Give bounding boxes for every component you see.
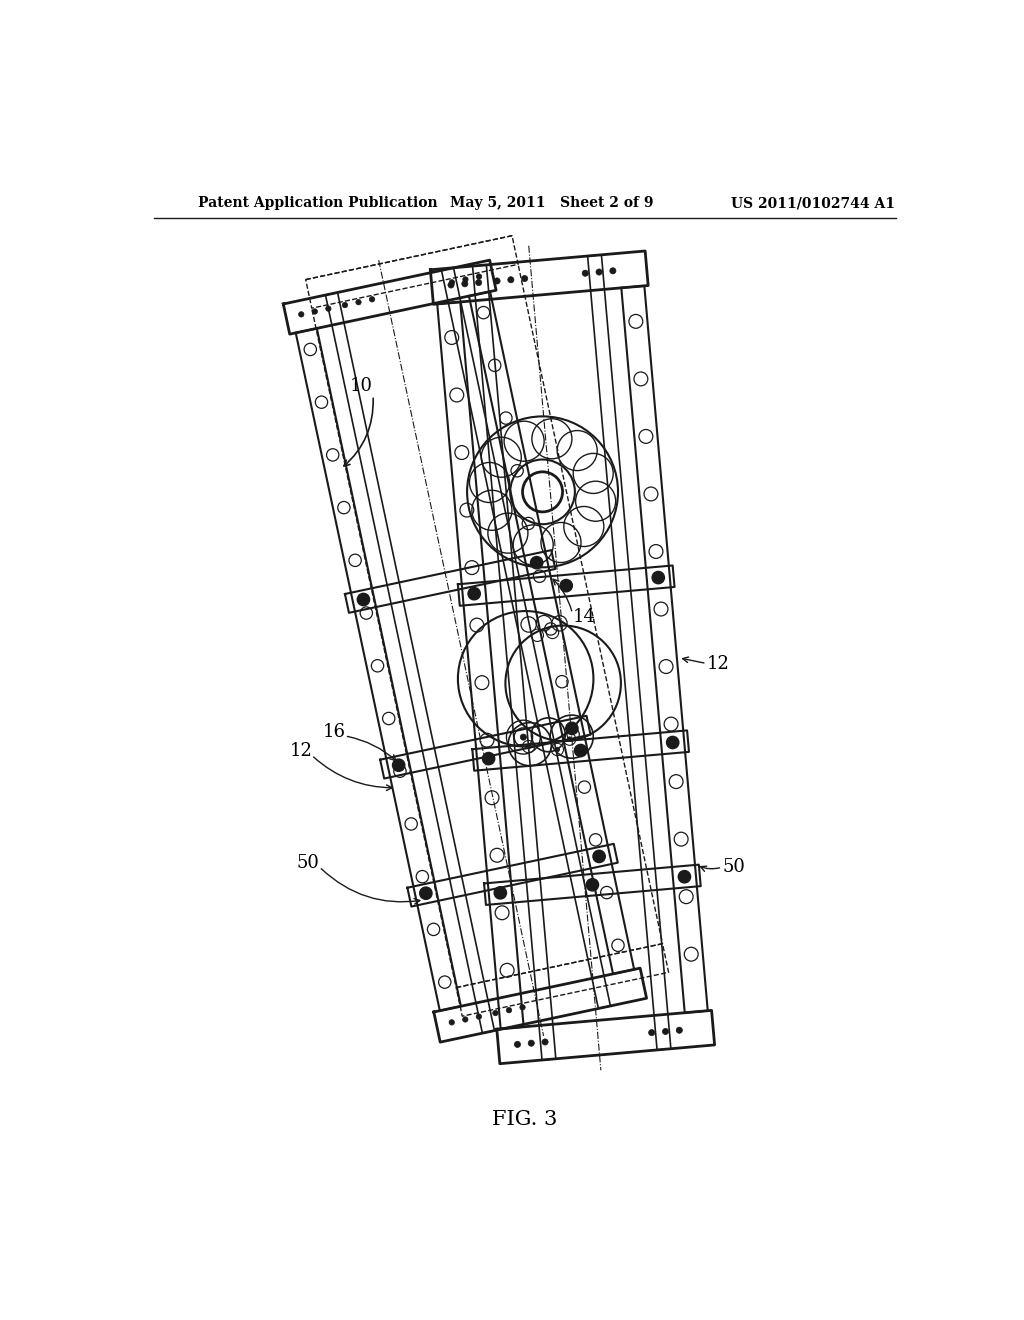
Circle shape bbox=[526, 744, 530, 748]
Circle shape bbox=[462, 281, 468, 286]
Text: Patent Application Publication: Patent Application Publication bbox=[199, 197, 438, 210]
Circle shape bbox=[583, 271, 589, 276]
Circle shape bbox=[392, 759, 404, 771]
Circle shape bbox=[596, 269, 602, 275]
Circle shape bbox=[482, 752, 495, 764]
Circle shape bbox=[370, 297, 375, 302]
Circle shape bbox=[493, 1010, 498, 1016]
Circle shape bbox=[586, 879, 599, 891]
Circle shape bbox=[593, 850, 605, 862]
Text: US 2011/0102744 A1: US 2011/0102744 A1 bbox=[731, 197, 895, 210]
Circle shape bbox=[528, 1040, 535, 1047]
Circle shape bbox=[520, 1005, 525, 1010]
Text: 12: 12 bbox=[290, 742, 313, 760]
Text: 16: 16 bbox=[324, 723, 346, 741]
Circle shape bbox=[678, 871, 690, 883]
Circle shape bbox=[506, 1007, 512, 1012]
Text: 10: 10 bbox=[350, 376, 373, 395]
Text: FIG. 3: FIG. 3 bbox=[493, 1110, 557, 1129]
Circle shape bbox=[652, 572, 665, 583]
Circle shape bbox=[342, 302, 347, 308]
Circle shape bbox=[609, 268, 616, 275]
Circle shape bbox=[495, 887, 507, 899]
Circle shape bbox=[463, 1016, 468, 1022]
Circle shape bbox=[494, 279, 500, 284]
Circle shape bbox=[521, 276, 527, 281]
Circle shape bbox=[542, 1039, 548, 1045]
Circle shape bbox=[355, 300, 361, 305]
Circle shape bbox=[450, 280, 455, 285]
Circle shape bbox=[648, 1030, 654, 1036]
Circle shape bbox=[475, 280, 481, 285]
Circle shape bbox=[555, 747, 560, 752]
Circle shape bbox=[450, 1019, 455, 1026]
Circle shape bbox=[357, 593, 370, 606]
Circle shape bbox=[514, 1041, 520, 1048]
Circle shape bbox=[560, 579, 572, 591]
Circle shape bbox=[520, 734, 526, 741]
Circle shape bbox=[667, 737, 679, 748]
Circle shape bbox=[574, 744, 587, 756]
Text: 14: 14 bbox=[572, 609, 595, 627]
Text: 50: 50 bbox=[722, 858, 745, 876]
Circle shape bbox=[299, 312, 304, 317]
Circle shape bbox=[530, 557, 543, 569]
Circle shape bbox=[565, 722, 578, 734]
Circle shape bbox=[508, 277, 514, 282]
Circle shape bbox=[463, 277, 468, 282]
Circle shape bbox=[663, 1028, 669, 1035]
Circle shape bbox=[420, 887, 432, 899]
Text: 50: 50 bbox=[296, 854, 319, 873]
Text: May 5, 2011   Sheet 2 of 9: May 5, 2011 Sheet 2 of 9 bbox=[451, 197, 653, 210]
Circle shape bbox=[476, 273, 481, 280]
Circle shape bbox=[326, 306, 331, 312]
Circle shape bbox=[447, 282, 454, 288]
Circle shape bbox=[567, 737, 571, 742]
Circle shape bbox=[468, 587, 480, 599]
Circle shape bbox=[312, 309, 317, 314]
Circle shape bbox=[476, 1014, 481, 1019]
Text: 12: 12 bbox=[707, 655, 729, 672]
Circle shape bbox=[676, 1027, 682, 1034]
